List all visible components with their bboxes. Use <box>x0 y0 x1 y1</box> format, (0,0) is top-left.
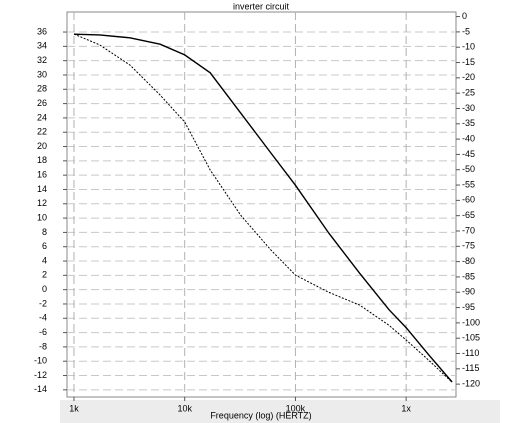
chart-title: inverter circuit <box>233 1 290 11</box>
y-tick-label: 4 <box>42 255 47 265</box>
y-tick-label: -6 <box>39 327 47 337</box>
y-tick-label: 22 <box>37 127 47 137</box>
y-tick-label: -12 <box>34 370 47 380</box>
x-tick-label: 10k <box>177 403 192 413</box>
y-tick-label: -4 <box>39 313 47 323</box>
y-tick-label: 18 <box>37 155 47 165</box>
y2-tick-label: -50 <box>462 164 475 174</box>
y2-tick-label: -70 <box>462 225 475 235</box>
y-tick-label: 14 <box>37 184 47 194</box>
y-tick-label: 32 <box>37 55 47 65</box>
y2-tick-label: -75 <box>462 241 475 251</box>
y-tick-label: 36 <box>37 26 47 36</box>
y-tick-label: 2 <box>42 270 47 280</box>
y-tick-label: 6 <box>42 241 47 251</box>
y-tick-label: 26 <box>37 98 47 108</box>
y-tick-label: 20 <box>37 141 47 151</box>
y-tick-label: 34 <box>37 41 47 51</box>
y-tick-label: 10 <box>37 212 47 222</box>
y-tick-label: -14 <box>34 384 47 394</box>
y-tick-label: 28 <box>37 84 47 94</box>
y2-tick-label: -30 <box>462 103 475 113</box>
x-axis-band <box>60 400 500 423</box>
x-tick-label: 100k <box>286 403 306 413</box>
y2-tick-label: -90 <box>462 287 475 297</box>
y2-tick-label: -105 <box>462 333 480 343</box>
y-tick-label: -8 <box>39 341 47 351</box>
y-tick-label: -10 <box>34 356 47 366</box>
y-tick-label: 16 <box>37 170 47 180</box>
series-line <box>73 33 453 383</box>
y2-tick-label: -95 <box>462 302 475 312</box>
y2-tick-label: -65 <box>462 210 475 220</box>
y2-tick-label: -10 <box>462 42 475 52</box>
x-tick-label: 1k <box>69 403 79 413</box>
y-tick-label: 0 <box>42 284 47 294</box>
y-tick-label: 30 <box>37 69 47 79</box>
y2-tick-label: -80 <box>462 256 475 266</box>
y2-tick-label: -5 <box>462 26 470 36</box>
y2-tick-label: -55 <box>462 179 475 189</box>
y-tick-label: 8 <box>42 227 47 237</box>
y2-tick-label: -25 <box>462 88 475 98</box>
y2-tick-label: -100 <box>462 317 480 327</box>
series-line <box>73 33 453 383</box>
x-axis-label: Frequency (log) (HERTZ) <box>210 410 311 420</box>
y2-tick-label: -110 <box>462 348 479 358</box>
x-tick-label: 1x <box>401 403 411 413</box>
y2-tick-label: -35 <box>462 118 475 128</box>
y2-tick-label: -115 <box>462 363 479 373</box>
y2-tick-label: -40 <box>462 133 475 143</box>
y-tick-label: 24 <box>37 112 47 122</box>
y2-tick-label: 0 <box>462 11 467 21</box>
y2-tick-label: -85 <box>462 271 475 281</box>
y2-tick-label: -45 <box>462 149 475 159</box>
y2-tick-label: -15 <box>462 57 475 67</box>
y2-tick-label: -60 <box>462 195 475 205</box>
plot-frame <box>66 11 457 398</box>
y2-tick-label: -120 <box>462 379 480 389</box>
y-tick-label: -2 <box>39 298 47 308</box>
y-tick-label: 12 <box>37 198 47 208</box>
y2-tick-label: -20 <box>462 72 475 82</box>
